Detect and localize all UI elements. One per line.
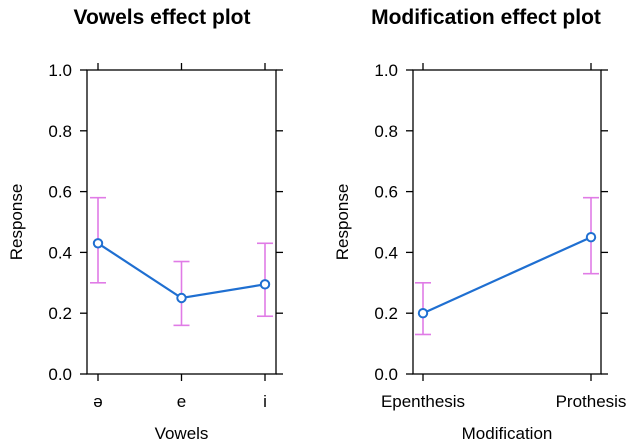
y-tick-label: 0.4	[374, 243, 398, 262]
data-point	[92, 238, 104, 249]
x-tick-label: Prothesis	[556, 392, 627, 411]
y-tick-label: 1.0	[374, 61, 398, 80]
y-axis-label: Response	[333, 184, 352, 261]
plot-frame	[86, 69, 277, 375]
y-tick-label: 0.4	[48, 243, 72, 262]
chart-title: Vowels effect plot	[74, 6, 251, 29]
x-axis-label: Modification	[462, 424, 553, 443]
y-tick-label: 0.6	[48, 183, 72, 202]
y-tick-label: 0.0	[48, 365, 72, 384]
chart-title: Modification effect plot	[371, 6, 601, 29]
x-tick-label: i	[263, 392, 267, 411]
y-tick-label: 0.0	[374, 365, 398, 384]
plot-frame	[412, 69, 602, 375]
y-tick-label: 0.2	[374, 304, 398, 323]
x-tick-label: e	[177, 392, 186, 411]
y-tick-label: 0.6	[374, 183, 398, 202]
y-tick-label: 1.0	[48, 61, 72, 80]
data-point	[176, 292, 187, 304]
y-tick-label: 0.2	[48, 304, 72, 323]
x-tick-label: ə	[93, 392, 102, 411]
y-tick-label: 0.8	[374, 122, 398, 141]
series-line	[422, 236, 592, 315]
data-point	[585, 232, 597, 243]
y-tick-label: 0.8	[48, 122, 72, 141]
x-axis-label: Vowels	[155, 424, 209, 443]
data-point	[259, 279, 271, 290]
x-tick-label: Epenthesis	[381, 392, 465, 411]
y-axis-label: Response	[7, 184, 26, 261]
data-point	[417, 308, 429, 319]
